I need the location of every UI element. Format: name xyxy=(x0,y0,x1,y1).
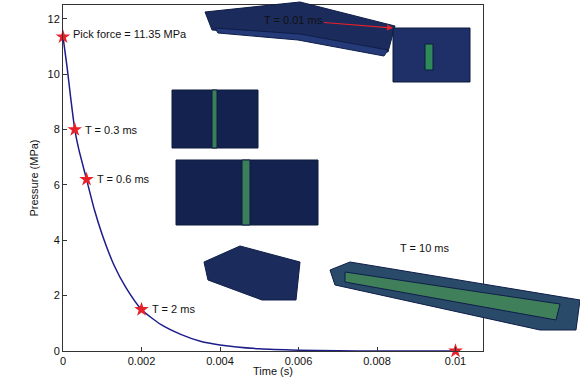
svg-text:6: 6 xyxy=(54,179,60,191)
svg-text:Time (s): Time (s) xyxy=(253,365,293,377)
svg-text:0.008: 0.008 xyxy=(363,355,391,367)
svg-text:0.004: 0.004 xyxy=(206,355,234,367)
svg-text:2: 2 xyxy=(54,289,60,301)
svg-text:T = 10 ms: T = 10 ms xyxy=(400,242,450,254)
svg-text:0: 0 xyxy=(54,345,60,357)
svg-text:0.01: 0.01 xyxy=(445,355,466,367)
svg-text:10: 10 xyxy=(48,68,60,80)
svg-text:0: 0 xyxy=(60,355,66,367)
svg-text:Pressure (MPa): Pressure (MPa) xyxy=(28,139,40,216)
svg-text:T = 2 ms: T = 2 ms xyxy=(152,303,195,315)
svg-text:8: 8 xyxy=(54,123,60,135)
svg-text:T = 0.01 ms: T = 0.01 ms xyxy=(264,14,323,26)
svg-text:4: 4 xyxy=(54,234,60,246)
svg-text:12: 12 xyxy=(48,13,60,25)
svg-text:Pick force = 11.35 MPa: Pick force = 11.35 MPa xyxy=(73,28,187,40)
svg-text:T = 0.6 ms: T = 0.6 ms xyxy=(97,173,150,185)
svg-text:0.002: 0.002 xyxy=(128,355,156,367)
svg-text:T = 0.3 ms: T = 0.3 ms xyxy=(85,124,138,136)
svg-text:0.006: 0.006 xyxy=(285,355,313,367)
